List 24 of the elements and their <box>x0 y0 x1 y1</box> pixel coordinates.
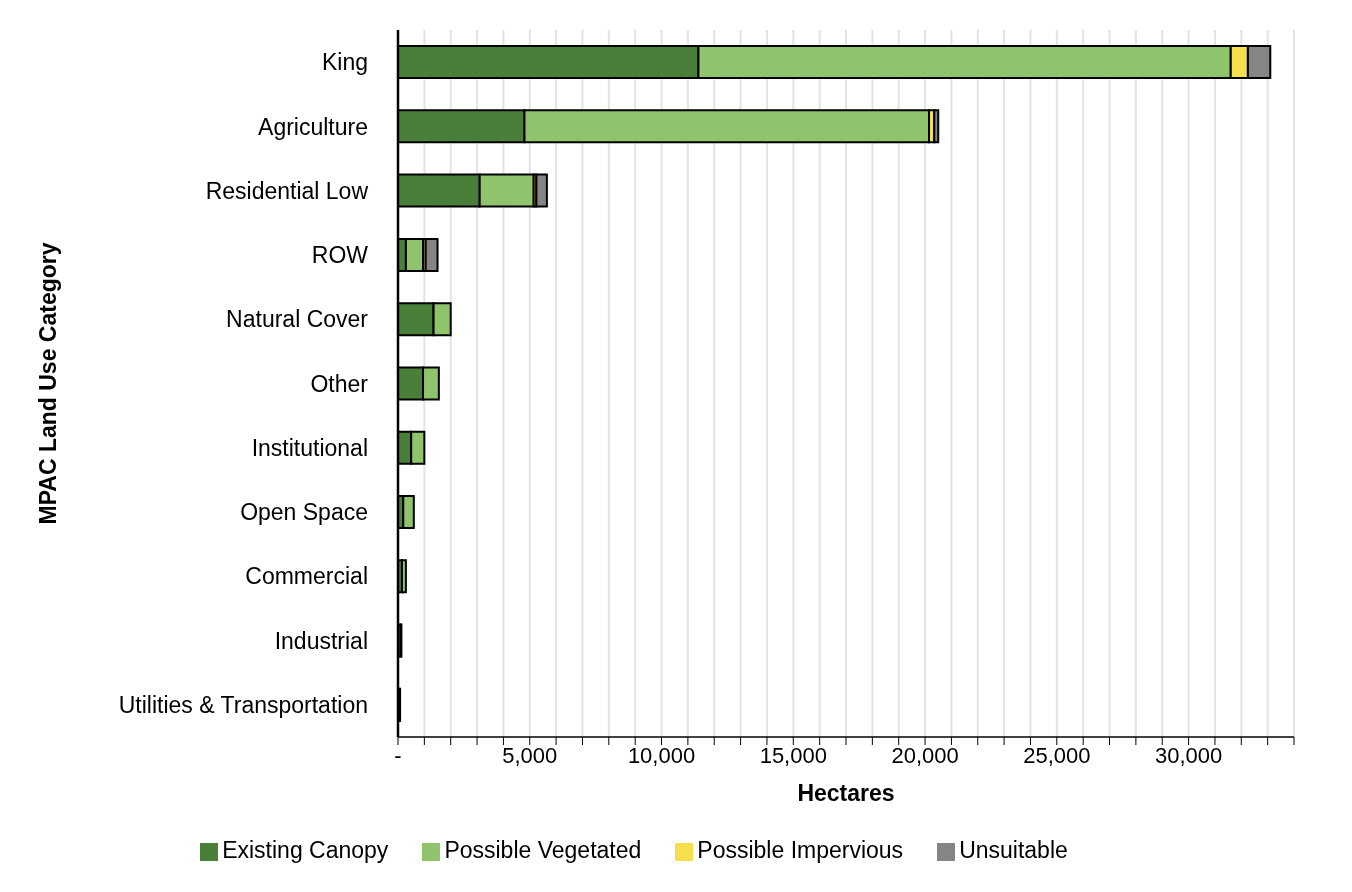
y-tick-label: Other <box>310 370 369 397</box>
x-tick-label: 10,000 <box>627 742 696 768</box>
y-tick-label: Agriculture <box>258 113 368 140</box>
y-tick-label: Institutional <box>251 434 368 461</box>
legend-label: Possible Impervious <box>697 837 904 863</box>
y-tick-label: ROW <box>311 242 369 269</box>
y-tick-label: Commercial <box>245 563 368 590</box>
y-tick-label: Open Space <box>240 499 368 526</box>
x-tick-label: 20,000 <box>891 742 959 768</box>
y-axis-title: MPAC Land Use Category <box>35 242 62 525</box>
x-tick-label: - <box>394 742 402 768</box>
x-tick-label: 25,000 <box>1023 742 1091 768</box>
legend-label: Possible Vegetated <box>444 837 642 863</box>
legend-label: Unsuitable <box>959 837 1068 863</box>
x-tick-label: 15,000 <box>759 742 827 768</box>
y-tick-label: Natural Cover <box>226 306 369 333</box>
x-tick-label: 30,000 <box>1154 742 1223 768</box>
y-tick-label: Utilities & Transportation <box>118 692 368 719</box>
x-tick-label: 5,000 <box>502 742 558 768</box>
legend-label: Existing Canopy <box>222 837 389 863</box>
y-tick-label: King <box>321 49 368 76</box>
y-tick-label: Residential Low <box>205 177 369 204</box>
x-axis-title: Hectares <box>797 780 895 807</box>
y-tick-label: Industrial <box>274 627 368 654</box>
